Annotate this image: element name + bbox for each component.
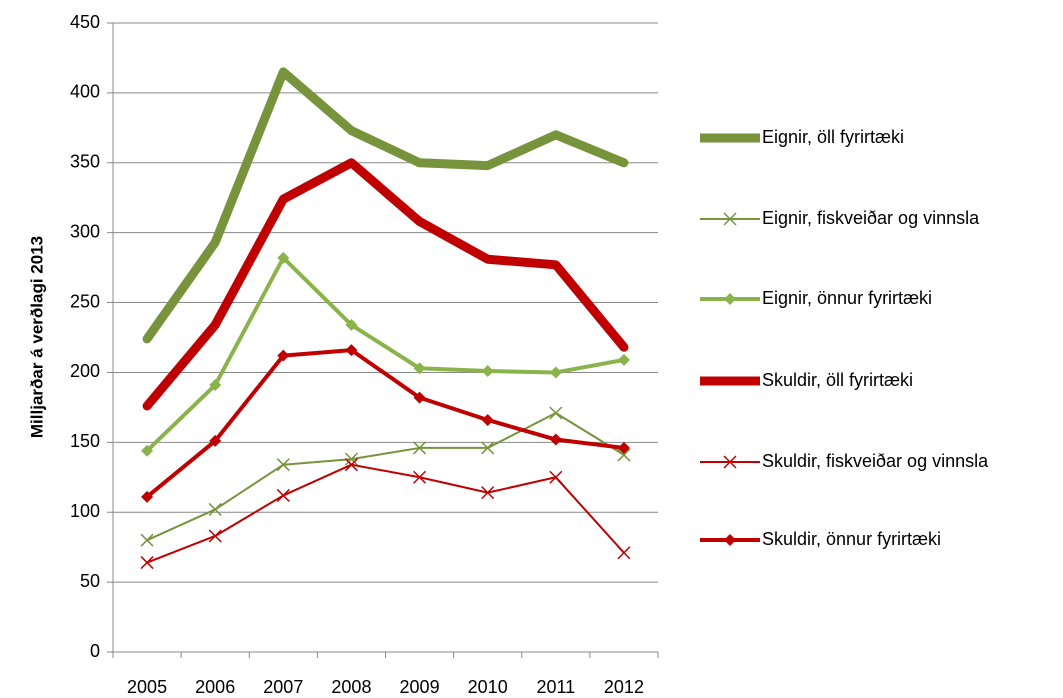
x-tick-label: 2009 xyxy=(400,677,440,697)
marker xyxy=(481,441,495,455)
series-line xyxy=(145,255,626,453)
y-tick-label: 450 xyxy=(70,12,100,32)
marker xyxy=(141,490,154,503)
y-axis-label: Milljarðar á verðlagi 2013 xyxy=(27,236,46,438)
marker xyxy=(344,452,358,466)
series-line xyxy=(142,67,629,344)
marker xyxy=(723,455,737,469)
series-line xyxy=(146,411,625,542)
marker xyxy=(723,212,737,226)
x-tick-label: 2005 xyxy=(127,677,167,697)
marker xyxy=(549,470,563,484)
x-tick-label: 2011 xyxy=(536,677,575,697)
marker xyxy=(141,444,154,457)
marker xyxy=(344,458,358,472)
marker xyxy=(413,441,427,455)
marker xyxy=(208,529,222,543)
marker xyxy=(617,448,631,462)
marker xyxy=(277,251,290,264)
marker xyxy=(276,488,290,502)
legend-label: Skuldir, fiskveiðar og vinnsla xyxy=(762,451,989,471)
legend-label: Eignir, fiskveiðar og vinnsla xyxy=(762,208,980,228)
y-tick-label: 100 xyxy=(70,501,100,521)
x-tick-label: 2007 xyxy=(263,677,303,697)
marker xyxy=(481,365,494,378)
series-line xyxy=(142,158,629,411)
marker xyxy=(481,413,494,426)
y-tick-label: 50 xyxy=(80,571,100,591)
marker xyxy=(140,533,154,547)
marker xyxy=(549,366,562,379)
marker xyxy=(209,379,222,392)
marker xyxy=(724,534,736,546)
marker xyxy=(208,502,222,516)
y-tick-label: 150 xyxy=(70,431,100,451)
y-tick-label: 300 xyxy=(70,221,100,241)
marker xyxy=(276,458,290,472)
marker xyxy=(617,441,630,454)
legend-label: Skuldir, öll fyrirtæki xyxy=(762,370,913,390)
legend-label: Eignir, önnur fyrirtæki xyxy=(762,288,932,308)
y-tick-label: 0 xyxy=(90,641,100,661)
y-tick-label: 400 xyxy=(70,82,100,102)
marker xyxy=(345,318,358,331)
y-tick-label: 350 xyxy=(70,152,100,172)
marker xyxy=(345,344,358,357)
series-line xyxy=(146,463,625,564)
marker xyxy=(413,391,426,404)
marker xyxy=(617,546,631,560)
legend-label: Eignir, öll fyrirtæki xyxy=(762,127,904,147)
marker xyxy=(209,434,222,447)
x-tick-label: 2006 xyxy=(195,677,235,697)
marker xyxy=(481,486,495,500)
marker xyxy=(549,406,563,420)
marker xyxy=(277,349,290,362)
x-tick-label: 2010 xyxy=(468,677,508,697)
series-line xyxy=(145,348,626,499)
marker xyxy=(724,293,736,305)
marker xyxy=(413,470,427,484)
marker xyxy=(617,353,630,366)
marker xyxy=(140,556,154,570)
marker xyxy=(413,362,426,375)
y-tick-label: 250 xyxy=(70,291,100,311)
y-tick-label: 200 xyxy=(70,361,100,381)
x-tick-label: 2012 xyxy=(604,677,644,697)
x-tick-label: 2008 xyxy=(331,677,371,697)
legend-label: Skuldir, önnur fyrirtæki xyxy=(762,529,941,549)
marker xyxy=(549,433,562,446)
